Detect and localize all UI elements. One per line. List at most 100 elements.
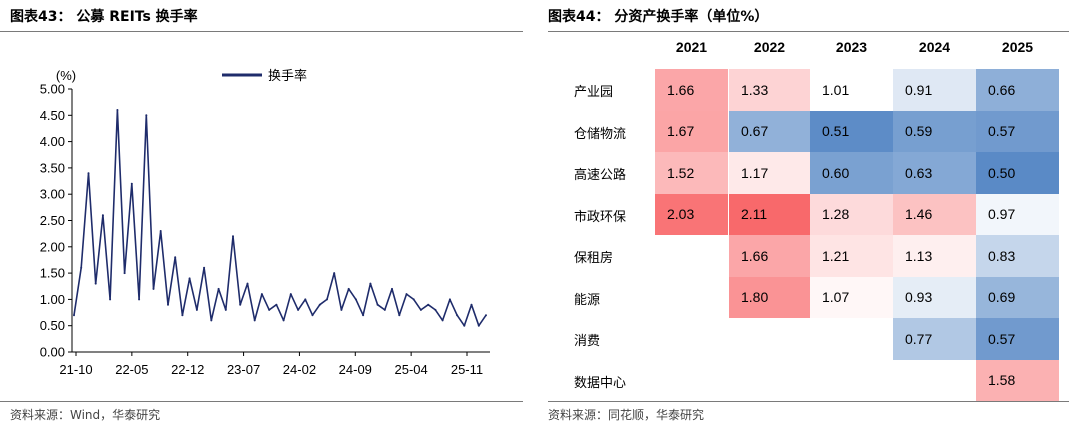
y-tick-label: 1.50 — [40, 266, 65, 281]
title-divider — [548, 31, 1069, 32]
heatmap-cell: 1.46 — [893, 193, 976, 235]
heatmap-title: 图表44： 分资产换手率（单位%） — [548, 9, 769, 25]
y-tick-label: 3.50 — [40, 160, 65, 175]
data-point — [340, 308, 343, 311]
y-tick-label: 2.50 — [40, 213, 65, 228]
y-tick-label: 2.00 — [40, 239, 65, 254]
data-point — [217, 287, 220, 290]
data-point — [188, 277, 191, 280]
heatmap-cell: 2.03 — [655, 193, 728, 235]
y-tick-label: 5.00 — [40, 82, 65, 97]
data-point — [87, 172, 90, 175]
data-point — [94, 282, 97, 285]
data-point — [304, 298, 307, 301]
row-label: 市政环保 — [574, 209, 627, 225]
row-label: 仓储物流 — [574, 126, 627, 142]
data-point — [441, 319, 444, 322]
line-chart: 0.00 0.50 1.00 1.50 2.00 2.50 3.00 3.50 4.00 4.50… — [40, 68, 490, 377]
data-point — [253, 319, 256, 322]
data-point — [347, 287, 350, 290]
data-point — [181, 314, 184, 317]
x-tick-label: 21-10 — [59, 362, 92, 377]
heatmap-cell: 1.66 — [729, 235, 810, 277]
column-header: 2025 — [1001, 39, 1034, 55]
heatmap-cell: 1.07 — [810, 276, 893, 318]
data-point — [297, 308, 300, 311]
row-label: 高速公路 — [574, 168, 627, 183]
heatmap-cell: 1.13 — [893, 235, 976, 277]
heatmap-cell: 1.01 — [810, 69, 893, 111]
data-point — [174, 256, 177, 259]
heatmap-cell: 1.52 — [655, 152, 728, 194]
data-point — [376, 303, 379, 306]
column-header: 2021 — [675, 39, 708, 55]
data-point — [260, 293, 263, 296]
data-point — [427, 303, 430, 306]
heatmap-cell: 0.51 — [810, 110, 893, 152]
row-label: 数据中心 — [574, 375, 627, 391]
data-point — [239, 303, 242, 306]
heatmap-cell: 0.97 — [976, 193, 1059, 235]
chart-title: 图表43： 公募 REITs 换手率 — [10, 9, 198, 25]
asset-turnover-heatmap-panel: 图表44： 分资产换手率（单位%） 2021 2022 2023 2024 2025 产业… — [548, 0, 1069, 427]
data-point — [333, 272, 336, 275]
y-tick-label: 3.00 — [40, 187, 65, 202]
data-point — [116, 109, 119, 111]
data-point — [210, 319, 213, 322]
data-point — [138, 298, 141, 301]
heatmap-cell: 0.91 — [893, 69, 976, 111]
x-tick-label: 22-05 — [115, 362, 148, 377]
data-point — [369, 282, 372, 285]
row-label: 保租房 — [574, 251, 614, 266]
source-divider — [0, 401, 523, 402]
data-point — [282, 319, 285, 322]
heatmap-cell: 0.77 — [893, 318, 976, 360]
series-line-turnover — [73, 109, 487, 327]
heatmap-cell: 1.17 — [729, 152, 810, 194]
data-point — [123, 272, 126, 275]
data-point — [80, 266, 83, 269]
heatmap-cell: 0.60 — [810, 152, 893, 194]
x-tick-label: 22-12 — [171, 362, 204, 377]
data-point — [434, 308, 437, 311]
source-divider — [548, 401, 1069, 402]
data-point — [318, 303, 321, 306]
data-point — [383, 308, 386, 311]
data-point — [448, 298, 451, 301]
heatmap-cell: 0.57 — [976, 110, 1059, 152]
row-label: 能源 — [574, 292, 601, 308]
data-point — [485, 314, 487, 317]
row-label: 产业园 — [574, 85, 614, 100]
y-tick-label: 0.50 — [40, 318, 65, 333]
y-tick-label: 0.00 — [40, 345, 65, 360]
data-point — [419, 308, 422, 311]
column-header: 2024 — [918, 39, 951, 55]
data-point — [289, 293, 292, 296]
data-point — [398, 314, 401, 317]
legend-label: 换手率 — [268, 68, 307, 84]
data-point — [412, 298, 415, 301]
data-point — [275, 303, 278, 306]
x-tick-label: 25-04 — [395, 362, 428, 377]
heatmap-cell: 2.11 — [729, 193, 810, 235]
heatmap-cell: 0.93 — [893, 276, 976, 318]
heatmap-cell: 1.28 — [810, 193, 893, 235]
heatmap-cell: 1.33 — [729, 69, 810, 111]
heatmap-cell: 0.83 — [976, 235, 1059, 277]
data-point — [203, 266, 206, 269]
data-point — [477, 324, 480, 327]
heatmap-cell: 0.67 — [729, 110, 810, 152]
data-point — [326, 298, 328, 301]
data-point — [354, 298, 357, 301]
data-point — [130, 182, 133, 185]
heatmap-cell: 0.57 — [976, 318, 1059, 360]
heatmap-cell: 1.66 — [655, 69, 728, 111]
data-point — [224, 308, 227, 311]
data-point — [195, 308, 198, 311]
column-header: 2022 — [753, 39, 786, 55]
data-point — [73, 314, 75, 317]
data-point — [311, 314, 314, 317]
data-point — [456, 314, 459, 317]
data-point — [362, 314, 365, 317]
y-axis-label: (%) — [56, 68, 76, 83]
